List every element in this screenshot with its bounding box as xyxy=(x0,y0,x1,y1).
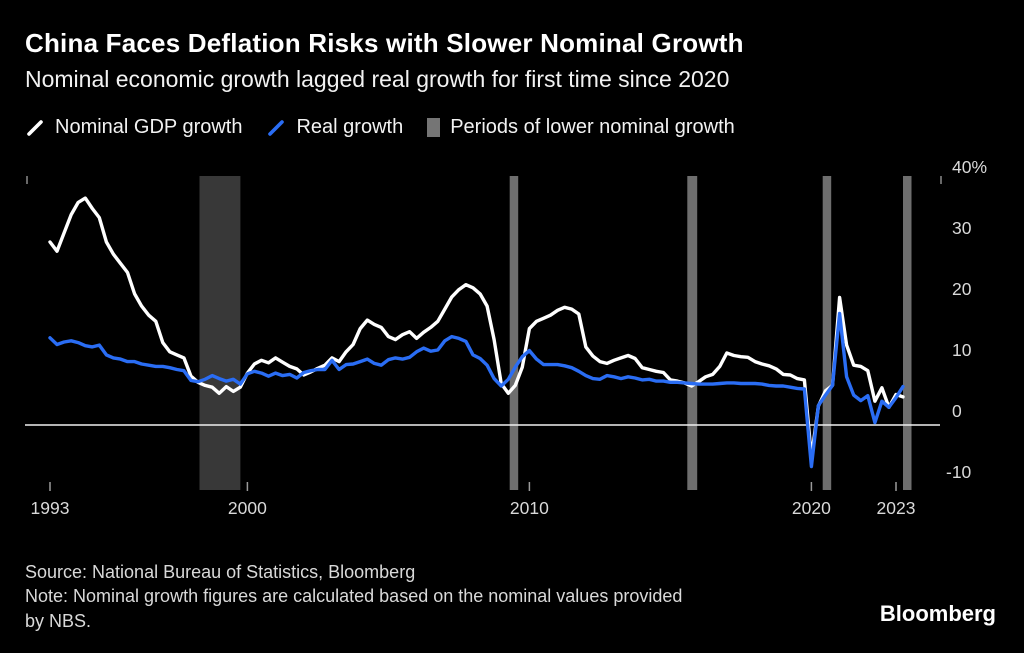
x-axis-label: 2010 xyxy=(510,498,549,518)
line-swatch-icon xyxy=(27,119,43,136)
lower-nominal-growth-band xyxy=(509,176,519,490)
y-axis-label: 20 xyxy=(952,279,972,299)
y-axis-label: 10 xyxy=(952,340,972,360)
legend-label: Nominal GDP growth xyxy=(55,116,243,138)
chart-footer: Source: National Bureau of Statistics, B… xyxy=(25,560,682,633)
legend-item: Periods of lower nominal growth xyxy=(427,116,735,139)
note-text: Note: Nominal growth figures are calcula… xyxy=(25,586,683,631)
line-swatch-icon xyxy=(268,119,285,136)
chart-title: China Faces Deflation Risks with Slower … xyxy=(25,28,744,58)
band-swatch-icon xyxy=(427,118,441,137)
x-axis-label: 2000 xyxy=(228,498,267,518)
real-growth-line xyxy=(48,311,905,469)
source-text: Source: National Bureau of Statistics, B… xyxy=(25,562,416,582)
chart-subtitle: Nominal economic growth lagged real grow… xyxy=(25,66,730,92)
lower-nominal-growth-band xyxy=(903,176,912,490)
legend-item: Real growth xyxy=(266,116,403,139)
y-axis-label: 30 xyxy=(952,218,972,238)
x-axis-label: 2020 xyxy=(792,498,831,518)
y-axis-label: 40% xyxy=(952,157,987,177)
legend-label: Periods of lower nominal growth xyxy=(450,116,735,138)
lower-nominal-growth-band xyxy=(822,176,832,490)
chart-legend: Nominal GDP growth Real growth Periods of … xyxy=(25,116,735,139)
y-axis-label: 0 xyxy=(952,401,962,421)
lower-nominal-growth-band xyxy=(199,176,241,490)
lower-nominal-growth-band xyxy=(687,176,698,490)
legend-item: Nominal GDP growth xyxy=(25,116,242,139)
y-axis-label: -10 xyxy=(946,462,972,482)
legend-label: Real growth xyxy=(296,116,404,138)
bloomberg-logo: Bloomberg xyxy=(879,601,996,626)
x-axis-label: 2023 xyxy=(877,498,916,518)
nominal-gdp-line xyxy=(48,196,905,459)
x-axis-label: 1993 xyxy=(31,498,70,518)
